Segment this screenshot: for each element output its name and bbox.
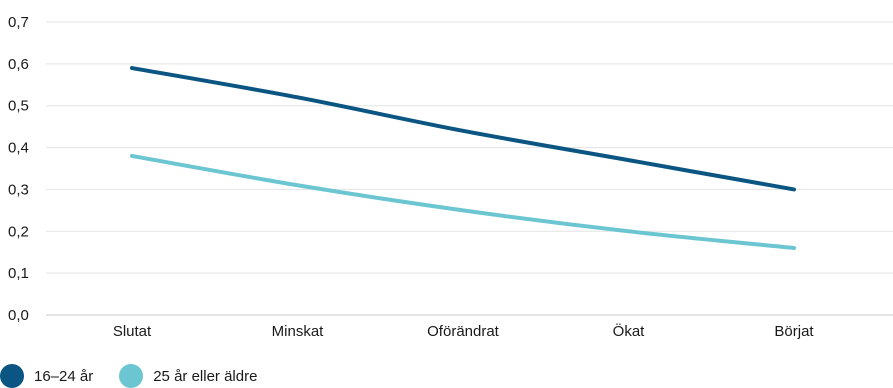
y-tick-label: 0,2 — [8, 223, 29, 240]
legend-swatch-series-1 — [0, 364, 24, 388]
y-tick-label: 0,5 — [8, 98, 29, 115]
x-tick-label: Ökat — [613, 322, 646, 340]
series-lines — [130, 66, 796, 251]
x-tick-label: Oförändrat — [427, 323, 500, 340]
gridlines — [46, 21, 893, 316]
x-tick-label: Börjat — [774, 323, 814, 340]
x-tick-label: Slutat — [113, 323, 152, 340]
legend-label-series-2: 25 år eller äldre — [153, 367, 258, 385]
legend-item-series-1: 16–24 år — [0, 364, 93, 388]
y-tick-label: 0,0 — [8, 307, 29, 324]
series-line-1 — [130, 66, 796, 192]
legend-item-series-2: 25 år eller äldre — [119, 364, 257, 388]
x-tick-label: Minskat — [272, 323, 325, 340]
legend-label-series-1: 16–24 år — [34, 367, 94, 385]
line-chart: 0,0 0,1 0,2 0,3 0,4 0,5 0,6 0,7 Slutat Minskat Of… — [8, 14, 893, 340]
series-line-2 — [130, 153, 796, 251]
y-tick-label: 0,6 — [8, 56, 29, 73]
y-axis-ticks: 0,0 0,1 0,2 0,3 0,4 0,5 0,6 0,7 — [8, 14, 29, 324]
y-tick-label: 0,1 — [8, 265, 29, 282]
legend: 16–24 år 25 år eller äldre — [0, 364, 283, 388]
x-axis-ticks: Slutat Minskat Oförändrat Ökat Börjat — [113, 322, 815, 340]
y-tick-label: 0,7 — [8, 14, 29, 31]
legend-swatch-series-2 — [119, 364, 144, 388]
y-tick-label: 0,4 — [8, 140, 29, 157]
y-tick-label: 0,3 — [8, 181, 29, 198]
